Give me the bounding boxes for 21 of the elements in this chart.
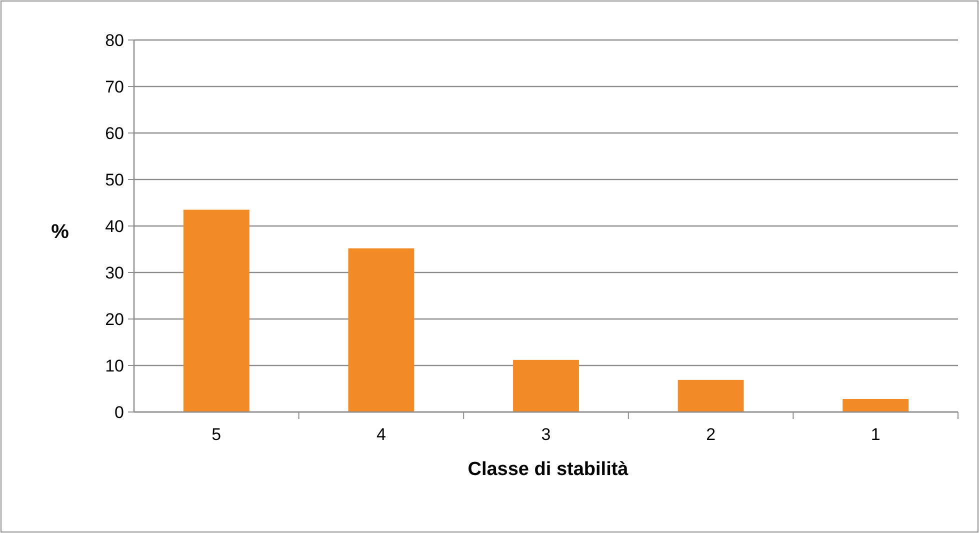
x-tick-label: 3	[541, 425, 551, 444]
y-tick-label: 20	[105, 310, 124, 329]
y-tick-label: 60	[105, 124, 124, 143]
bar	[183, 210, 250, 412]
y-tick-label: 40	[105, 216, 124, 236]
y-tick-label: 50	[105, 170, 124, 190]
x-axis-title: Classe di stabilità	[468, 459, 629, 480]
x-tick-label: 2	[706, 425, 716, 444]
bar	[348, 248, 414, 412]
bar	[842, 398, 909, 412]
x-tick-label: 1	[870, 425, 880, 444]
y-tick-label: 10	[105, 356, 124, 376]
bar	[513, 360, 579, 412]
y-tick-label: 30	[105, 263, 124, 282]
y-tick-label: 0	[114, 402, 124, 422]
y-tick-label: 80	[105, 30, 124, 50]
y-axis-title: %	[51, 221, 70, 243]
bar	[678, 380, 744, 412]
x-tick-label: 4	[376, 425, 386, 444]
x-tick-label: 5	[212, 425, 222, 444]
y-tick-label: 70	[105, 77, 124, 96]
